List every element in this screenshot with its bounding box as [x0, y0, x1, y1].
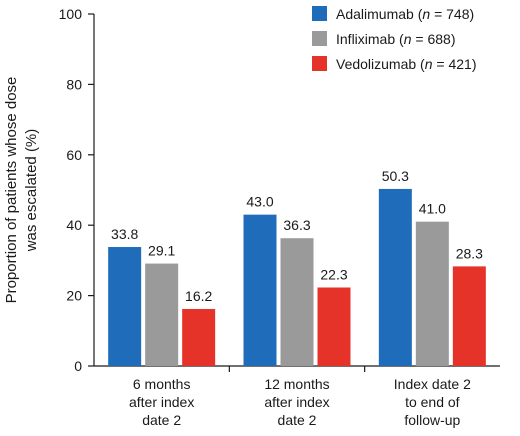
- y-tick-label: 100: [59, 6, 83, 22]
- x-category-label: 6 months after index date 2: [129, 376, 194, 428]
- legend-swatch: [312, 6, 327, 21]
- y-tick-label: 80: [66, 76, 82, 92]
- x-category-label-line: to end of: [405, 394, 460, 410]
- x-category-label-line: date 2: [278, 412, 317, 428]
- x-category-label-line: Index date 2: [394, 376, 471, 392]
- legend-label: Infliximab (n = 688): [336, 31, 456, 47]
- x-category-label-line: after index: [264, 394, 329, 410]
- legend-paren-open: (: [416, 56, 425, 72]
- legend: Adalimumab (n = 748)Infliximab (n = 688)…: [312, 6, 477, 72]
- bar-value-label: 29.1: [148, 243, 175, 259]
- legend-n-symbol: n: [404, 31, 412, 47]
- legend-paren-close: ): [451, 31, 456, 47]
- bar: [452, 266, 486, 366]
- legend-n-value: = 688: [412, 31, 452, 47]
- legend-paren-open: (: [414, 6, 423, 22]
- bar: [317, 287, 351, 366]
- x-category-label-line: date 2: [142, 412, 181, 428]
- legend-paren-close: ): [472, 56, 477, 72]
- bar-value-label: 43.0: [246, 194, 273, 210]
- bar: [415, 221, 449, 366]
- legend-item: Vedolizumab (n = 421): [312, 56, 477, 72]
- y-axis-title: Proportion of patients whose dose was es…: [3, 77, 40, 304]
- legend-series-name: Infliximab: [336, 31, 395, 47]
- x-axis: 6 months after index date 2 12 months after …: [94, 365, 500, 428]
- bar-value-label: 16.2: [185, 288, 212, 304]
- x-category-label-line: follow-up: [404, 412, 460, 428]
- legend-paren-close: ): [470, 6, 475, 22]
- legend-n-value: = 748: [430, 6, 470, 22]
- y-tick-label: 40: [66, 217, 82, 233]
- legend-item: Adalimumab (n = 748): [312, 6, 474, 22]
- legend-label: Vedolizumab (n = 421): [336, 56, 477, 72]
- legend-series-name: Vedolizumab: [336, 56, 416, 72]
- x-category-label-line: 12 months: [264, 376, 329, 392]
- y-axis-title-line-2: was escalated (%): [23, 129, 40, 253]
- legend-swatch: [312, 56, 327, 71]
- x-category-label: 12 months after index date 2: [264, 376, 329, 428]
- x-category-label-line: after index: [129, 394, 194, 410]
- bar-value-label: 33.8: [111, 226, 138, 242]
- bar: [145, 263, 179, 366]
- legend-n-symbol: n: [422, 6, 430, 22]
- bar-value-label: 22.3: [320, 267, 347, 283]
- bar-value-label: 41.0: [419, 201, 446, 217]
- bar: [378, 188, 412, 366]
- legend-item: Infliximab (n = 688): [312, 31, 456, 47]
- legend-paren-open: (: [395, 31, 404, 47]
- y-tick-label: 20: [66, 288, 82, 304]
- bars: 33.8 29.1 16.2 43.0 36.3 22.3 50.3 41.0 28.3: [108, 168, 486, 366]
- legend-swatch: [312, 31, 327, 46]
- legend-series-name: Adalimumab: [336, 6, 414, 22]
- legend-n-symbol: n: [425, 56, 433, 72]
- bar: [182, 308, 216, 366]
- bar-value-label: 50.3: [382, 168, 409, 184]
- y-tick-label: 0: [74, 358, 82, 374]
- bar-value-label: 28.3: [456, 245, 483, 261]
- bar: [280, 238, 314, 366]
- x-category-label: Index date 2 to end of follow-up: [394, 376, 471, 428]
- bar-value-label: 36.3: [283, 217, 310, 233]
- x-category-label-line: 6 months: [133, 376, 191, 392]
- y-axis: 0 20 40 60 80 100: [59, 6, 95, 374]
- bar: [108, 247, 142, 366]
- bar: [243, 214, 277, 366]
- y-axis-title-line-1: Proportion of patients whose dose: [3, 77, 20, 304]
- legend-n-value: = 421: [433, 56, 473, 72]
- legend-label: Adalimumab (n = 748): [336, 6, 474, 22]
- y-tick-label: 60: [66, 147, 82, 163]
